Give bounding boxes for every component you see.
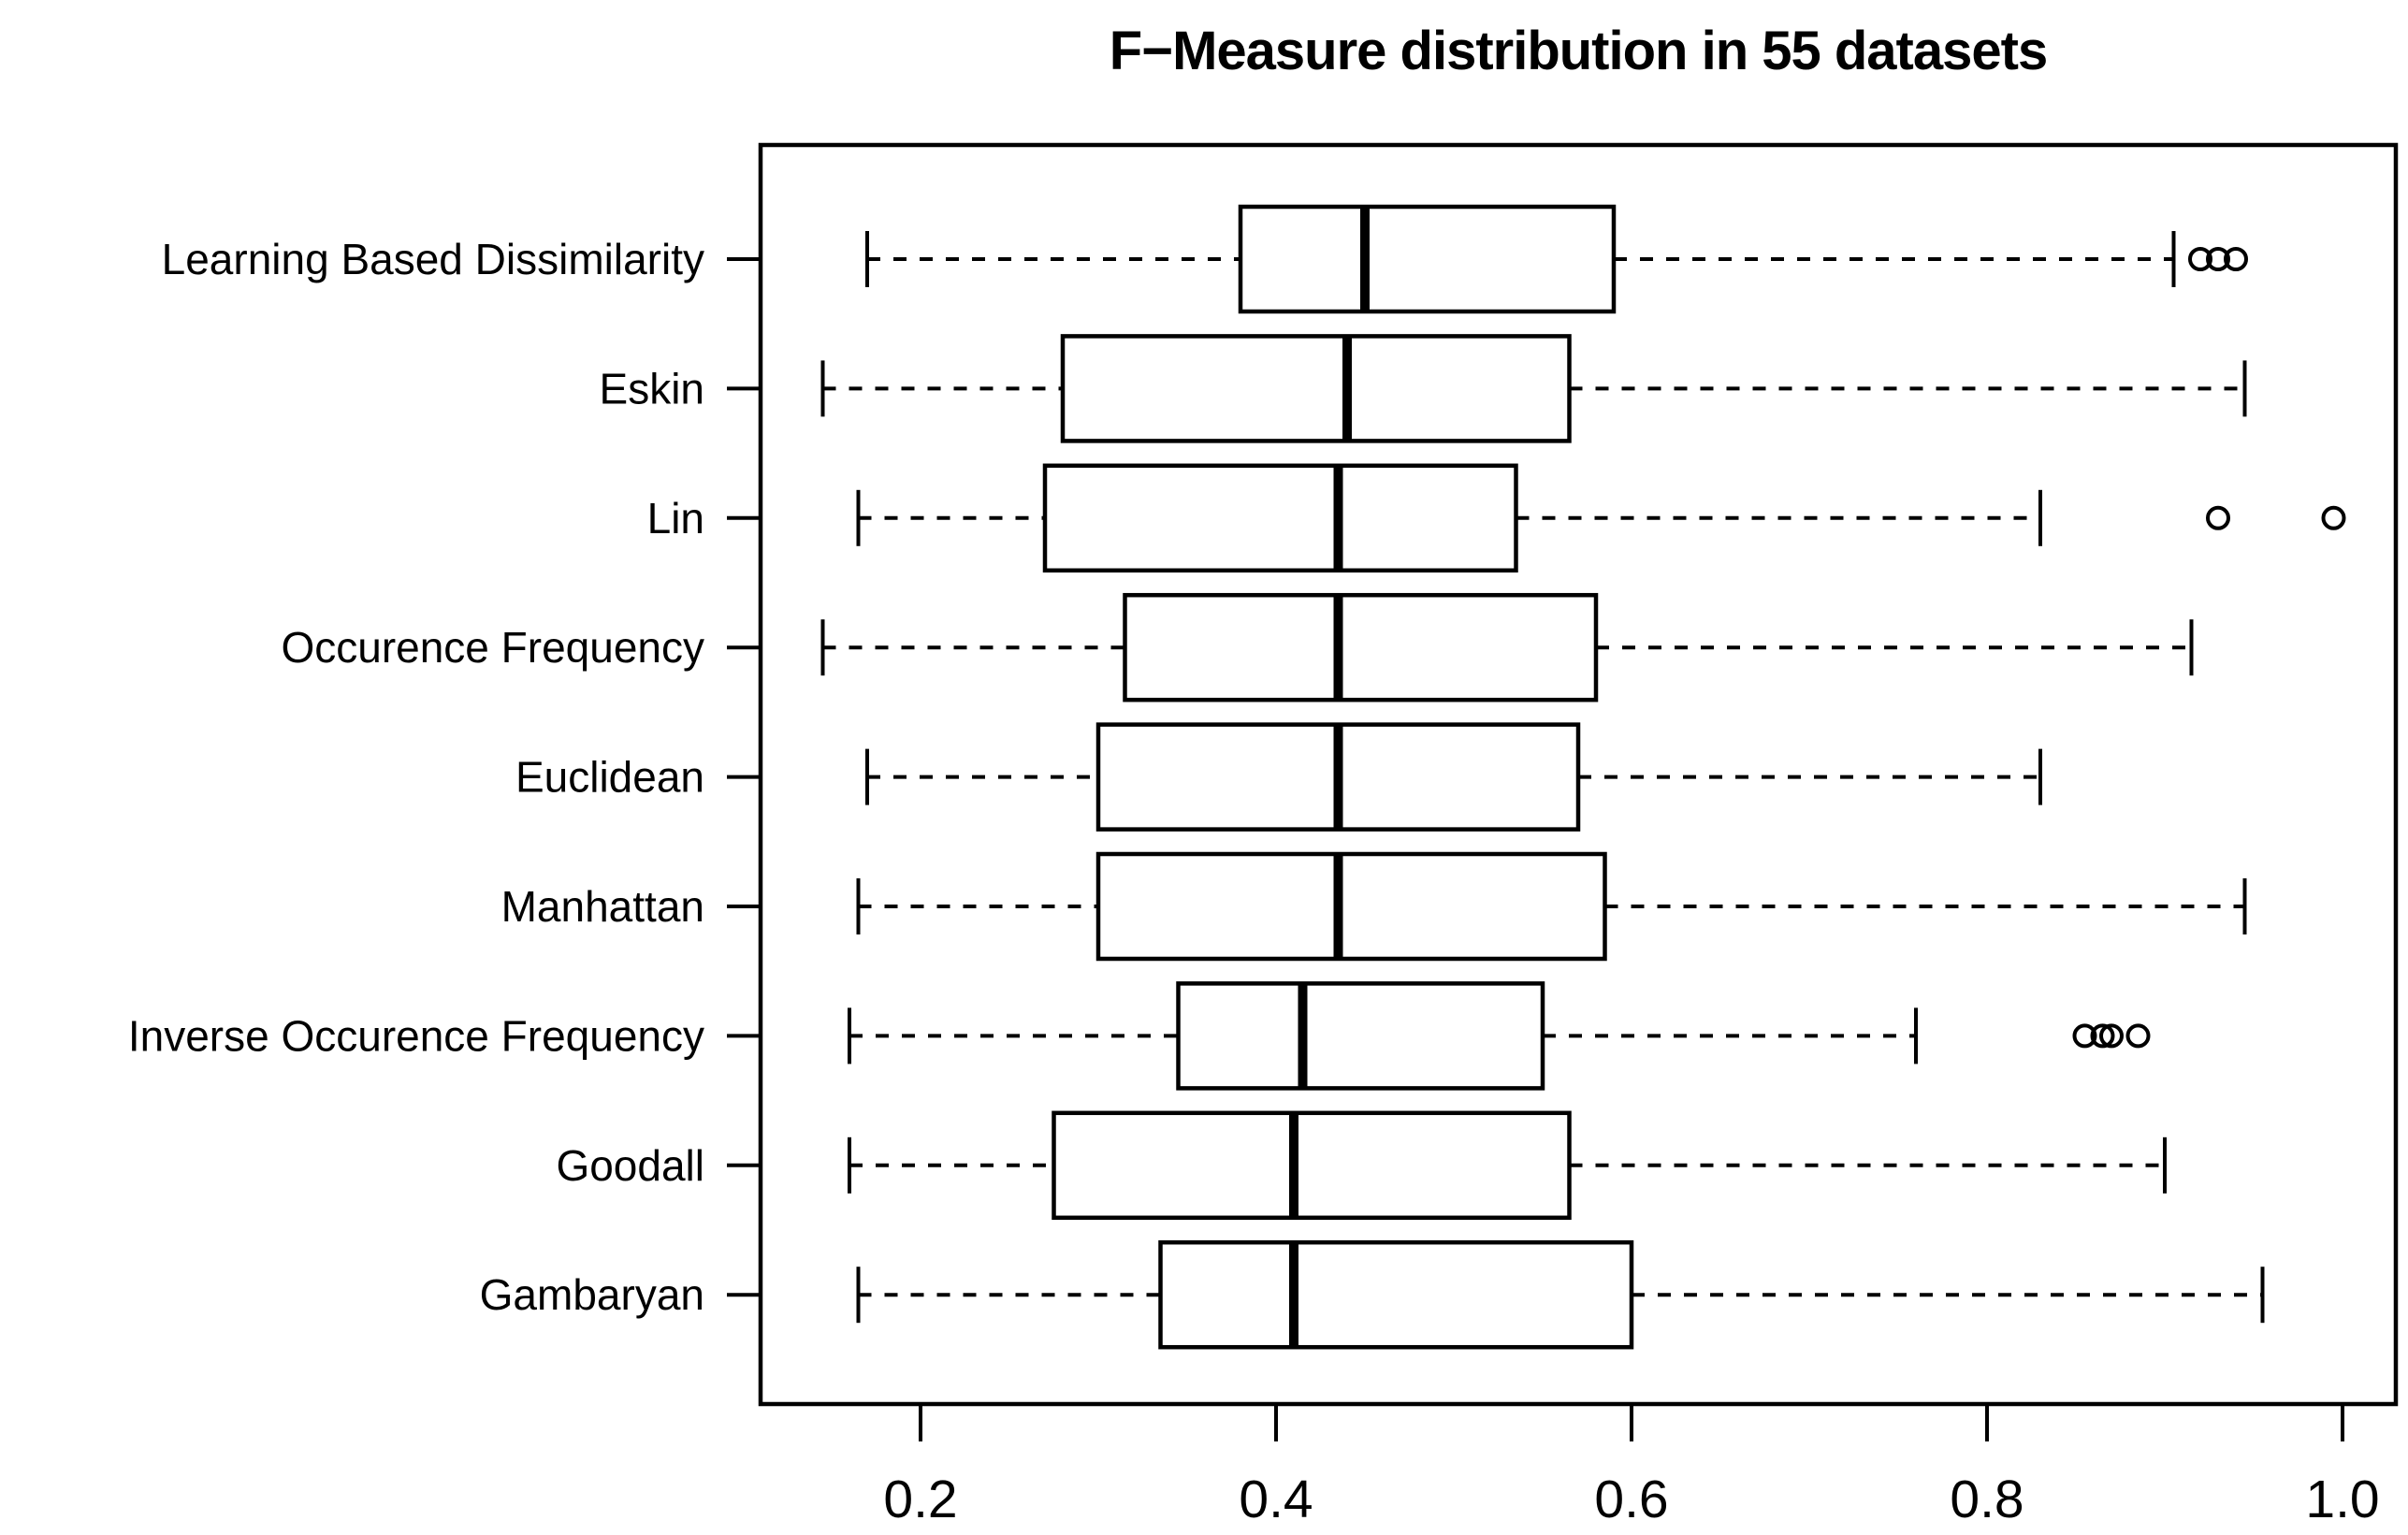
x-axis-tick-label: 1.0 xyxy=(2305,1470,2379,1529)
outlier-point xyxy=(2125,1023,2151,1049)
outlier-point xyxy=(2321,505,2346,530)
category-label: Learning Based Dissimilarity xyxy=(162,235,704,283)
x-axis-tick-label: 0.4 xyxy=(1239,1470,1313,1529)
category-label: Goodall xyxy=(556,1141,704,1190)
iqr-box xyxy=(1158,1239,1634,1350)
category-label: Manhattan xyxy=(501,882,704,931)
outlier-point xyxy=(2206,247,2230,271)
outlier-point xyxy=(2099,1023,2124,1049)
outlier-point xyxy=(2090,1023,2115,1049)
iqr-box xyxy=(1052,1110,1572,1221)
iqr-box xyxy=(1060,334,1572,443)
iqr-box xyxy=(1176,981,1545,1091)
category-label: Euclidean xyxy=(515,753,704,802)
x-axis-tick-label: 0.6 xyxy=(1594,1470,1668,1529)
x-axis-tick-label: 0.2 xyxy=(883,1470,957,1529)
x-axis-tick-label: 0.8 xyxy=(1950,1470,2024,1529)
iqr-box xyxy=(1042,463,1518,573)
category-label: Occurence Frequency xyxy=(281,623,704,672)
chart-title: F−Measure distribution in 55 datasets xyxy=(1109,21,2048,81)
outlier-point xyxy=(2072,1023,2097,1049)
category-label: Eskin xyxy=(600,364,704,413)
category-label: Gambaryan xyxy=(480,1270,704,1319)
outlier-point xyxy=(2224,247,2248,271)
outlier-point xyxy=(2188,247,2212,271)
plot-border xyxy=(758,142,2399,1407)
category-label: Inverse Occurence Frequency xyxy=(128,1011,704,1060)
iqr-box xyxy=(1123,592,1599,702)
outlier-point xyxy=(2206,505,2230,530)
iqr-box xyxy=(1095,851,1607,962)
iqr-box xyxy=(1238,204,1617,314)
category-label: Lin xyxy=(647,494,704,543)
